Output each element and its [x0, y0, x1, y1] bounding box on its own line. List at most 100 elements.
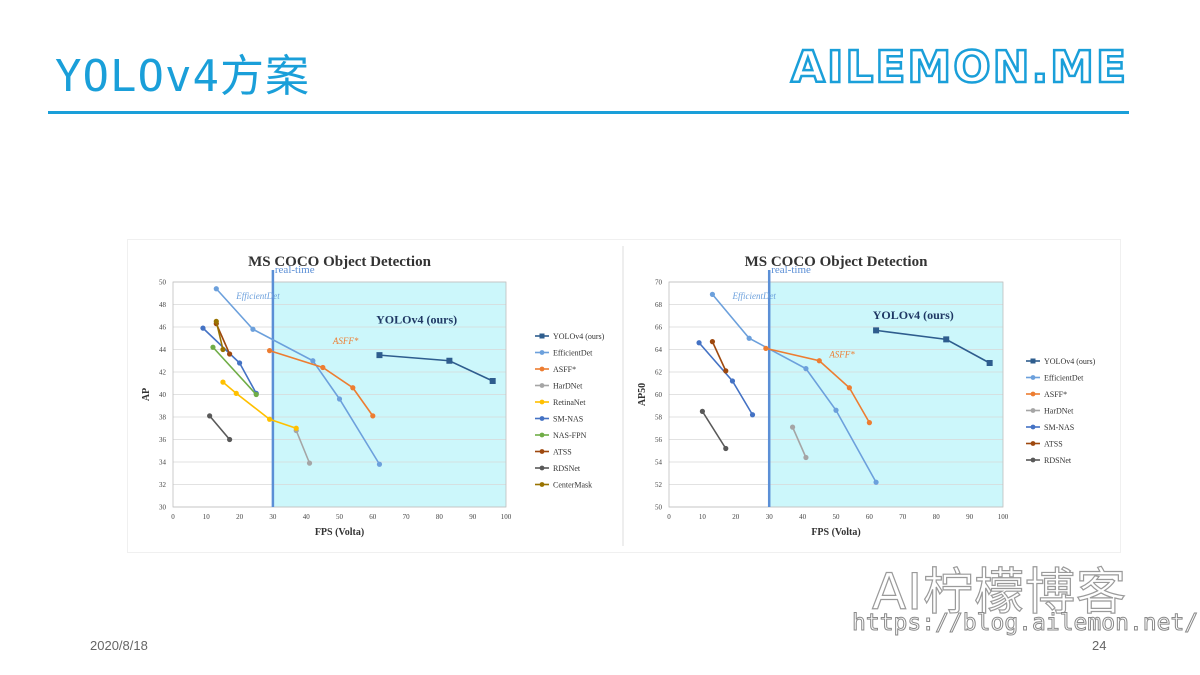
- page-number: 24: [1092, 638, 1107, 653]
- y-tick-label: 48: [159, 301, 167, 309]
- legend-marker: [539, 482, 545, 487]
- series-line: [202, 327, 257, 394]
- x-tick-label: 30: [269, 513, 277, 521]
- data-point: [210, 344, 216, 350]
- legend-marker: [539, 416, 545, 421]
- data-point: [873, 479, 879, 485]
- y-tick-label: 34: [159, 459, 167, 467]
- data-point: [873, 327, 880, 334]
- legend-label: HarDNet: [1044, 407, 1074, 416]
- y-tick-label: 38: [159, 414, 167, 422]
- data-point: [489, 378, 496, 384]
- x-tick-label: 100: [501, 513, 512, 521]
- series-line: [701, 410, 727, 449]
- data-point: [266, 348, 273, 354]
- data-point: [696, 340, 702, 346]
- x-tick-label: 90: [469, 513, 477, 521]
- data-point: [350, 385, 356, 391]
- x-tick-label: 50: [833, 513, 841, 521]
- y-tick-label: 44: [159, 346, 167, 354]
- x-tick-label: 70: [899, 513, 907, 521]
- y-tick-label: 58: [655, 414, 663, 422]
- y-tick-label: 30: [159, 504, 167, 512]
- data-point: [213, 286, 219, 292]
- x-tick-label: 60: [866, 513, 874, 521]
- slide-title: YOLOv4方案: [55, 51, 310, 102]
- legend-label: HarDNet: [553, 382, 583, 391]
- x-axis-label: FPS (Volta): [811, 527, 860, 538]
- charts-svg: MS COCO Object Detection 0 10 20 30 40 50 60 70 8…: [141, 246, 1096, 546]
- annotation-label: EfficientDet: [731, 291, 776, 301]
- series-line: [765, 347, 871, 424]
- data-point: [723, 368, 729, 374]
- chart-title: MS COCO Object Detection: [745, 254, 929, 270]
- data-point: [789, 424, 796, 430]
- chart-2: MS COCO Object Detection 0 10 20 30 40 50 60 70 8…: [622, 246, 1096, 546]
- data-point: [220, 346, 226, 353]
- annotation-label: YOLOv4 (ours): [376, 313, 457, 327]
- legend-label: SM-NAS: [553, 415, 583, 424]
- legend-marker: [539, 366, 545, 372]
- data-point: [220, 379, 226, 385]
- legend-marker: [539, 465, 545, 471]
- annotation-label: ASFF*: [332, 336, 359, 346]
- data-point: [816, 358, 822, 364]
- x-tick-label: 70: [403, 513, 411, 521]
- legend-label: RDSNet: [553, 464, 581, 473]
- data-point: [310, 358, 316, 364]
- y-tick-label: 50: [655, 504, 663, 512]
- legend-label: CenterMask: [553, 481, 592, 490]
- legend-marker: [1030, 424, 1036, 430]
- series-line: [269, 349, 374, 417]
- legend-marker: [539, 449, 545, 454]
- data-point: [833, 407, 839, 413]
- data-point: [729, 378, 736, 384]
- series-line: [295, 430, 311, 464]
- data-point: [336, 396, 343, 402]
- y-tick-label: 66: [655, 324, 663, 332]
- x-tick-label: 10: [699, 513, 707, 521]
- legend-label: EfficientDet: [1044, 374, 1084, 383]
- legend-marker: [1030, 391, 1036, 397]
- data-point: [233, 390, 239, 396]
- data-point: [709, 339, 716, 345]
- y-tick-label: 56: [655, 436, 663, 444]
- data-point: [986, 360, 993, 366]
- series-line: [711, 341, 727, 372]
- x-tick-label: 10: [203, 513, 211, 521]
- x-tick-label: 20: [236, 513, 244, 521]
- data-point: [320, 364, 326, 371]
- y-tick-label: 60: [655, 391, 663, 399]
- data-point: [227, 436, 233, 443]
- y-tick-label: 62: [655, 369, 663, 377]
- data-point: [237, 360, 243, 366]
- x-tick-label: 50: [336, 513, 344, 521]
- data-point: [306, 460, 313, 466]
- data-point: [846, 385, 852, 391]
- data-point: [266, 416, 273, 422]
- footer-date: 2020/8/18: [90, 638, 148, 653]
- data-point: [803, 366, 809, 372]
- legend-marker: [1030, 375, 1036, 380]
- series-line: [222, 381, 297, 430]
- data-point: [803, 454, 809, 461]
- data-point: [253, 391, 259, 398]
- data-point: [446, 357, 453, 364]
- legend-label: SM-NAS: [1044, 423, 1074, 432]
- watermark-url: https://blog.ailemon.net/: [851, 610, 1199, 637]
- series-line: [209, 415, 231, 441]
- legend-marker: [539, 432, 545, 438]
- y-tick-label: 32: [159, 481, 167, 489]
- legend-marker: [1030, 408, 1036, 413]
- data-point: [213, 318, 219, 324]
- data-point: [370, 413, 376, 419]
- x-tick-label: 60: [369, 513, 377, 521]
- legend-label: YOLOv4 (ours): [553, 332, 605, 341]
- legend-marker: [539, 350, 545, 355]
- chart-1: MS COCO Object Detection 0 10 20 30 40 50 60 70 8…: [141, 254, 605, 538]
- x-axis-label: FPS (Volta): [315, 527, 364, 538]
- plot-border: [172, 281, 507, 508]
- x-tick-label: 30: [766, 513, 774, 521]
- data-point: [709, 291, 716, 297]
- y-tick-label: 42: [159, 369, 167, 377]
